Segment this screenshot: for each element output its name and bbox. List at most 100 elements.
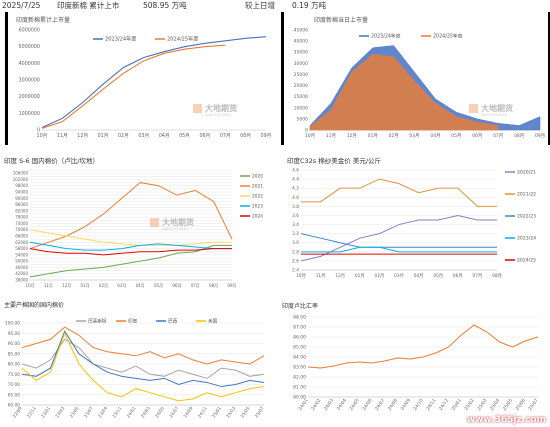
panel-daily: 印度新棉当日上市量 0 5000 10000 15000 20000 25000 30000… bbox=[281, 12, 550, 145]
y-tick-label: 62000 bbox=[15, 240, 28, 245]
brand-logo-sub: DADI FUTURES bbox=[481, 113, 508, 117]
series-area bbox=[309, 54, 499, 131]
x-tick-label: 24/09 bbox=[182, 405, 194, 419]
y-tick-label: 65.00 bbox=[8, 392, 21, 398]
x-tick-label: 07月 bbox=[473, 273, 483, 279]
y-tick-label: 4.6 bbox=[292, 168, 299, 174]
series-line bbox=[29, 248, 232, 256]
x-tick-label: 24/11 bbox=[197, 405, 209, 419]
x-tick-label: 24/10 bbox=[412, 398, 424, 412]
y-tick-label: 4.4 bbox=[292, 177, 299, 183]
legend-label: 2023/24年度 bbox=[371, 33, 401, 40]
y-tick-label: 2000000 bbox=[19, 94, 40, 100]
x-tick-label: 24/02 bbox=[310, 398, 322, 412]
y-tick-label: 78000 bbox=[15, 215, 28, 220]
y-tick-label: 98000 bbox=[15, 183, 28, 188]
panel-c32s-price: 印度C32s 棉纱美金价 美元/公斤 2.4 2.6 2.8 3.0 3.2 3.4 3.6… bbox=[283, 152, 550, 290]
x-tick-label: 25/05 bbox=[239, 405, 251, 419]
y-tick-label: 38000 bbox=[15, 278, 28, 283]
x-tick-label: 25/01 bbox=[211, 405, 223, 419]
x-tick-label: 05月 bbox=[433, 273, 443, 279]
legend-label: 2024/25年度 bbox=[433, 33, 463, 40]
y-tick-label: 82000 bbox=[15, 208, 28, 213]
y-tick-label: 6000000 bbox=[19, 28, 40, 34]
y-tick-label: 2.8 bbox=[292, 249, 299, 255]
x-tick-label: 24/07 bbox=[168, 405, 180, 419]
chart-title: 印度卢比汇率 bbox=[282, 303, 319, 310]
header-compare: 较上日增 bbox=[245, 1, 275, 10]
brand-logo-text: 大地期货 bbox=[162, 217, 194, 227]
y-tick-label: 58000 bbox=[15, 246, 28, 251]
legend-label: 美国 bbox=[208, 318, 218, 325]
y-tick-label: 106000 bbox=[13, 171, 29, 176]
series-line bbox=[301, 178, 497, 207]
header-date: 2025/7/25 bbox=[2, 1, 41, 10]
y-tick-label: 45000 bbox=[294, 28, 308, 34]
brand-logo-icon bbox=[193, 104, 202, 113]
x-tick-label: 09月 bbox=[535, 133, 545, 139]
x-tick-label: 24/11 bbox=[425, 398, 437, 412]
x-tick-label: 25/07 bbox=[254, 405, 266, 419]
y-tick-label: 84.00 bbox=[293, 355, 306, 361]
y-tick-label: 5000 bbox=[297, 116, 309, 122]
x-tick-label: 02月 bbox=[375, 273, 385, 279]
x-tick-label: 12月 bbox=[335, 273, 345, 279]
series-line bbox=[21, 331, 265, 402]
x-tick-label: 01月 bbox=[81, 283, 90, 288]
x-tick-label: 23/03 bbox=[54, 405, 66, 419]
y-tick-label: 75.00 bbox=[8, 372, 21, 378]
y-tick-label: 94000 bbox=[15, 190, 28, 195]
legend-label: 巴基斯坦 bbox=[88, 318, 107, 325]
y-tick-label: 88.00 bbox=[293, 315, 306, 321]
x-tick-label: 11月 bbox=[57, 133, 68, 139]
x-tick-label: 24/08 bbox=[387, 398, 399, 412]
y-tick-label: 3.8 bbox=[292, 204, 299, 210]
legend-label: 2024 bbox=[252, 214, 263, 220]
y-tick-label: 35000 bbox=[294, 50, 308, 56]
x-tick-label: 24/05 bbox=[154, 405, 166, 419]
series-line bbox=[21, 338, 265, 379]
watermark-text: www.365jz.com bbox=[466, 415, 546, 425]
y-tick-label: 42000 bbox=[15, 271, 28, 276]
y-tick-label: 3.0 bbox=[292, 240, 299, 246]
y-tick-label: 15000 bbox=[294, 94, 308, 100]
x-tick-label: 04月 bbox=[430, 133, 440, 139]
y-tick-label: 85.00 bbox=[8, 351, 21, 357]
chart-title: 印度新棉累计上市量 bbox=[16, 17, 71, 24]
y-tick-label: 102000 bbox=[13, 177, 29, 182]
x-tick-label: 01月 bbox=[98, 133, 109, 139]
series-line bbox=[300, 214, 497, 262]
panel-domestic-prices: 主要产棉国的国内棉价 60.00 65.00 70.00 75.00 80.00 85.0… bbox=[0, 297, 272, 427]
y-tick-label: 90.00 bbox=[8, 341, 21, 347]
x-tick-label: 10月 bbox=[37, 133, 48, 139]
series-line bbox=[29, 244, 232, 278]
y-tick-label: 83.00 bbox=[293, 365, 306, 371]
chart-domestic-prices: 60.00 65.00 70.00 75.00 80.00 85.00 90.00 95.00… bbox=[5, 318, 266, 420]
chart-title: 印度 S-6 国内棉价（卢比/坎地） bbox=[4, 157, 99, 165]
chart-c32s-price: 2.4 2.6 2.8 3.0 3.2 3.4 3.6 3.8 4.0 4.2 4.4 4.6 10月 1… bbox=[292, 168, 536, 280]
legend-label: 2022/23 bbox=[517, 214, 536, 220]
x-tick-label: 24/05 bbox=[348, 398, 360, 412]
x-tick-label: 10月 bbox=[296, 273, 306, 279]
x-tick-label: 24/06 bbox=[361, 398, 373, 412]
x-tick-label: 24/03 bbox=[323, 398, 335, 412]
panel-rupee-rate: 印度卢比汇率 80.00 81.00 82.00 83.00 84.00 85.00 86.… bbox=[276, 293, 550, 427]
x-tick-label: 02月 bbox=[99, 283, 108, 288]
x-tick-label: 25/07 bbox=[527, 398, 539, 412]
x-tick-label: 08月 bbox=[492, 273, 502, 279]
y-tick-label: 3.4 bbox=[292, 222, 299, 228]
x-tick-label: 24/07 bbox=[374, 398, 386, 412]
x-tick-label: 23/01 bbox=[40, 405, 52, 419]
y-tick-label: 50000 bbox=[15, 259, 28, 264]
panel-s6-price: 印度 S-6 国内棉价（卢比/坎地） 38000 42000 46000 50000 5… bbox=[0, 152, 272, 290]
legend-label: 2023 bbox=[252, 204, 263, 210]
header-value: 508.95 万吨 bbox=[143, 1, 187, 10]
y-tick-label: 87.00 bbox=[293, 325, 306, 331]
brand-logo-text: 大地期货 bbox=[205, 103, 237, 113]
y-tick-label: 30000 bbox=[294, 61, 308, 67]
x-tick-label: 06月 bbox=[172, 283, 181, 288]
x-tick-label: 02月 bbox=[118, 133, 129, 139]
chart-title: 印度新棉当日上市量 bbox=[314, 17, 369, 24]
x-tick-label: 24/01 bbox=[125, 405, 137, 419]
header-delta: 0.19 万吨 bbox=[292, 1, 327, 10]
